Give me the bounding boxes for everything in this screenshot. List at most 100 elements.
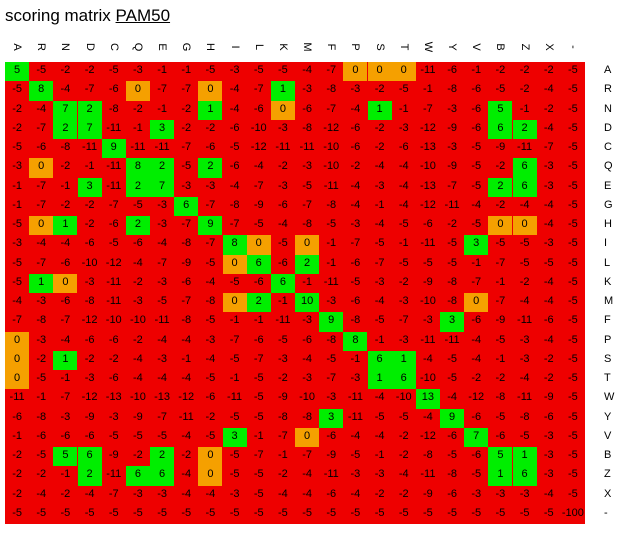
- score-cell: 13: [415, 389, 440, 409]
- score-cell: -5: [471, 218, 482, 230]
- score-cell: -2: [471, 372, 482, 384]
- score-cell: -10: [419, 372, 436, 384]
- score-cell: -5: [447, 352, 457, 365]
- score-cell: -3: [543, 237, 554, 250]
- score-cell: -11: [444, 198, 460, 211]
- column-label: T: [394, 30, 414, 64]
- score-cell: -4: [398, 179, 409, 192]
- score-cell: -4: [423, 410, 433, 423]
- score-cell: -5: [568, 141, 578, 153]
- column-label: M: [297, 30, 317, 64]
- score-cell: -4: [60, 237, 71, 250]
- score-cell: -7: [495, 295, 506, 307]
- score-cell: -1: [84, 160, 95, 173]
- column-label-text: K: [276, 43, 289, 51]
- score-cell: -7: [350, 237, 361, 250]
- score-cell: -6: [350, 256, 361, 269]
- score-cell: -5: [471, 179, 482, 192]
- score-cell: -8: [326, 198, 337, 211]
- score-cell: -7: [181, 218, 192, 230]
- score-cell: -6: [108, 333, 119, 346]
- score-cell: -4: [157, 372, 167, 384]
- score-cell: 2: [246, 293, 271, 313]
- column-label: -: [563, 30, 583, 64]
- score-cell: -8: [302, 218, 312, 230]
- score-cell: -1: [326, 237, 337, 250]
- score-cell: -6: [84, 333, 95, 346]
- score-cell: 0: [198, 466, 223, 486]
- score-cell: -4: [302, 352, 312, 365]
- score-cell: 2: [150, 447, 175, 467]
- score-cell: -4: [60, 333, 71, 346]
- score-cell: -1: [374, 198, 385, 211]
- score-cell: -7: [36, 179, 47, 192]
- score-cell: -7: [229, 218, 240, 230]
- row-label: P: [604, 333, 612, 346]
- score-cell: -2: [519, 83, 530, 96]
- score-cell: -7: [374, 256, 385, 269]
- score-cell: -1: [12, 429, 22, 442]
- score-cell: -1: [350, 352, 361, 365]
- column-label-text: M: [301, 42, 314, 52]
- score-cell: -3: [495, 487, 506, 500]
- score-cell: -5: [495, 333, 506, 346]
- score-cell: -7: [253, 179, 264, 192]
- score-cell: -2: [374, 141, 385, 153]
- score-cell: -5: [495, 83, 506, 96]
- score-cell: -5: [108, 506, 119, 519]
- score-cell: -13: [105, 391, 122, 404]
- score-cell: -3: [398, 121, 409, 134]
- score-cell: -5: [108, 237, 119, 250]
- score-cell: -6: [12, 410, 22, 423]
- score-cell: -11: [154, 314, 170, 327]
- score-cell: -5: [495, 410, 506, 423]
- score-cell: -7: [253, 83, 264, 96]
- score-cell: -4: [350, 179, 361, 192]
- score-cell: 0: [222, 293, 247, 313]
- score-cell: -6: [326, 487, 337, 500]
- row-label: I: [604, 237, 608, 250]
- score-cell: -3: [350, 83, 361, 96]
- score-cell: -2: [36, 352, 47, 365]
- column-label-text: H: [204, 43, 217, 51]
- score-cell: 3: [464, 235, 489, 255]
- score-cell: -5: [374, 506, 385, 519]
- score-cell: -5: [36, 449, 47, 461]
- score-cell: -7: [181, 295, 192, 307]
- score-cell: -4: [374, 295, 385, 307]
- score-cell: -4: [398, 160, 409, 173]
- score-cell: 3: [222, 427, 247, 447]
- score-cell: -3: [84, 372, 95, 384]
- score-cell: -6: [471, 449, 482, 461]
- score-cell: -8: [447, 295, 457, 307]
- score-cell: -6: [350, 121, 361, 134]
- score-cell: -11: [9, 391, 25, 404]
- score-cell: -3: [205, 333, 216, 346]
- column-label: V: [466, 30, 486, 64]
- score-cell: 5: [53, 447, 78, 467]
- column-label-text: B: [494, 43, 507, 51]
- score-cell: -4: [60, 83, 71, 96]
- score-cell: -7: [205, 198, 216, 211]
- score-cell: -5: [423, 256, 433, 269]
- score-cell: -5: [447, 372, 457, 384]
- score-cell: -2: [374, 83, 385, 96]
- score-cell: -3: [229, 64, 240, 76]
- score-cell: -4: [471, 198, 482, 211]
- score-cell: -6: [447, 429, 457, 442]
- score-cell: -6: [471, 314, 482, 327]
- score-cell: -4: [157, 237, 167, 250]
- score-cell: 2: [488, 177, 513, 197]
- column-label-text: S: [373, 43, 386, 51]
- score-cell: -11: [106, 179, 122, 192]
- score-cell: -6: [398, 141, 409, 153]
- score-cell: -6: [205, 391, 216, 404]
- score-cell: -11: [323, 275, 339, 288]
- score-cell: -6: [447, 64, 457, 76]
- matrix-name-link[interactable]: PAM50: [115, 6, 171, 25]
- column-label-text: Z: [518, 43, 531, 51]
- score-cell: -3: [447, 102, 457, 115]
- score-cell: -5: [229, 449, 240, 461]
- score-cell: -7: [157, 410, 167, 423]
- score-cell: -4: [205, 275, 216, 288]
